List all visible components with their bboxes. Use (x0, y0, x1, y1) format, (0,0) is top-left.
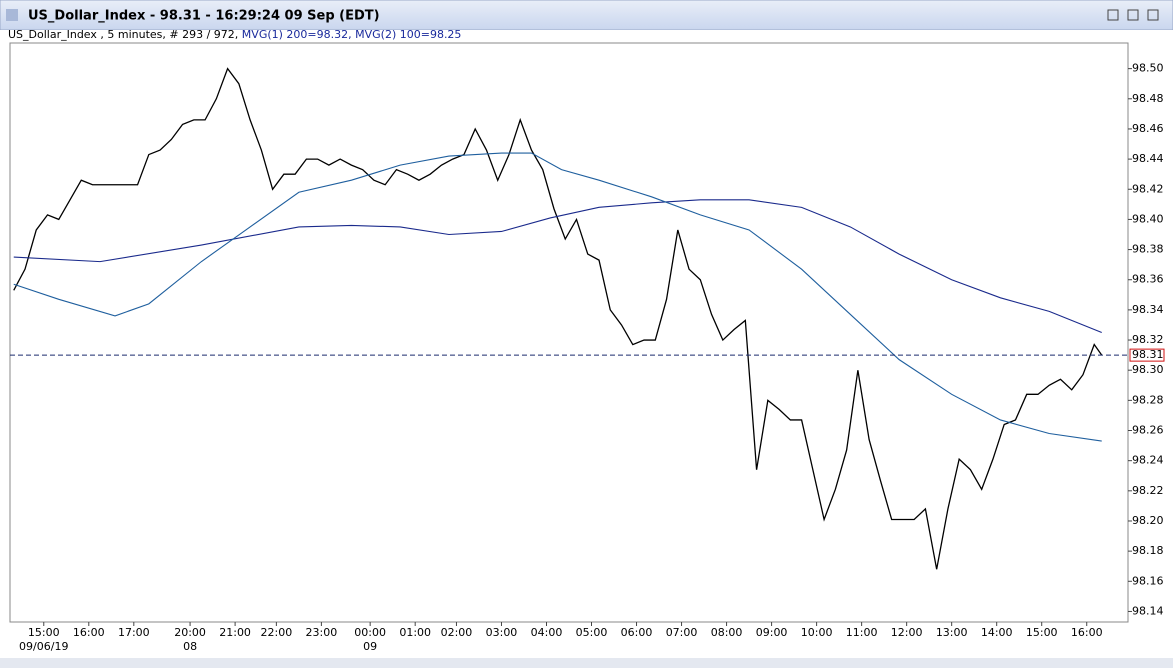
x-tick-label: 10:00 (801, 626, 833, 639)
x-tick-label: 23:00 (306, 626, 338, 639)
x-tick-label: 15:00 (1026, 626, 1058, 639)
x-tick-label: 07:00 (666, 626, 698, 639)
y-tick-label: 98.46 (1132, 122, 1164, 135)
x-tick-label: 22:00 (261, 626, 293, 639)
price-line (13, 67, 1103, 570)
price-line (13, 152, 1102, 442)
x-tick-label: 17:00 (118, 626, 150, 639)
y-tick-label: 98.14 (1132, 604, 1164, 617)
y-tick-label: 98.34 (1132, 303, 1164, 316)
x-tick-label: 16:00 (73, 626, 105, 639)
close-button[interactable] (1147, 9, 1159, 21)
y-tick-label: 98.28 (1132, 393, 1164, 406)
x-tick-label: 11:00 (846, 626, 878, 639)
y-tick-label: 98.36 (1132, 273, 1164, 286)
y-tick-label: 98.16 (1132, 574, 1164, 587)
x-tick-label: 14:00 (981, 626, 1013, 639)
x-date-label: 09 (363, 640, 377, 653)
price-line (13, 199, 1102, 334)
window-title: US_Dollar_Index - 98.31 - 16:29:24 09 Se… (28, 9, 380, 24)
x-tick-label: 12:00 (891, 626, 923, 639)
y-tick-label: 98.18 (1132, 544, 1164, 557)
x-tick-label: 13:00 (936, 626, 968, 639)
x-tick-label: 05:00 (576, 626, 608, 639)
x-tick-label: 15:00 (28, 626, 60, 639)
minimize-button[interactable] (1107, 9, 1119, 21)
x-tick-label: 16:00 (1071, 626, 1103, 639)
x-tick-label: 09:00 (756, 626, 788, 639)
y-tick-label: 98.24 (1132, 454, 1164, 467)
plot: 98.14 98.16 98.18 98.20 98.22 98.24 98.26 98.28… (10, 62, 1165, 653)
y-tick-label: 98.50 (1132, 62, 1164, 75)
x-tick-label: 03:00 (486, 626, 518, 639)
x-tick-label: 04:00 (531, 626, 563, 639)
y-tick-label: 98.20 (1132, 514, 1164, 527)
x-tick-label: 00:00 (354, 626, 386, 639)
y-tick-label: 98.40 (1132, 212, 1164, 225)
x-date-label: 09/06/19 (19, 640, 68, 653)
x-tick-label: 01:00 (399, 626, 431, 639)
window-icon (6, 9, 18, 21)
y-tick-label: 98.38 (1132, 243, 1164, 256)
x-date-label: 08 (183, 640, 197, 653)
y-tick-label: 98.42 (1132, 182, 1164, 195)
ma-label: MVG(1) 200=98.32, MVG(2) 100=98.25 (242, 28, 462, 41)
last-price-label: 98.31 (1132, 348, 1164, 361)
x-tick-label: 02:00 (441, 626, 473, 639)
last-price-box (1129, 348, 1165, 362)
y-tick-label: 98.44 (1132, 152, 1164, 165)
scroll-bar[interactable] (0, 658, 1173, 668)
plot-area (9, 42, 1129, 623)
x-tick-label: 06:00 (621, 626, 653, 639)
x-tick-label: 20:00 (174, 626, 206, 639)
y-tick-label: 98.32 (1132, 333, 1164, 346)
info-label: US_Dollar_Index , 5 minutes, # 293 / 972… (8, 28, 242, 41)
y-tick-label: 98.22 (1132, 484, 1164, 497)
y-tick-label: 98.26 (1132, 424, 1164, 437)
y-tick-label: 98.30 (1132, 363, 1164, 376)
x-tick-label: 08:00 (711, 626, 743, 639)
maximize-button[interactable] (1127, 9, 1139, 21)
y-tick-label: 98.48 (1132, 92, 1164, 105)
info-text: US_Dollar_Index , 5 minutes, # 293 / 972… (8, 28, 461, 41)
x-tick-label: 21:00 (219, 626, 251, 639)
